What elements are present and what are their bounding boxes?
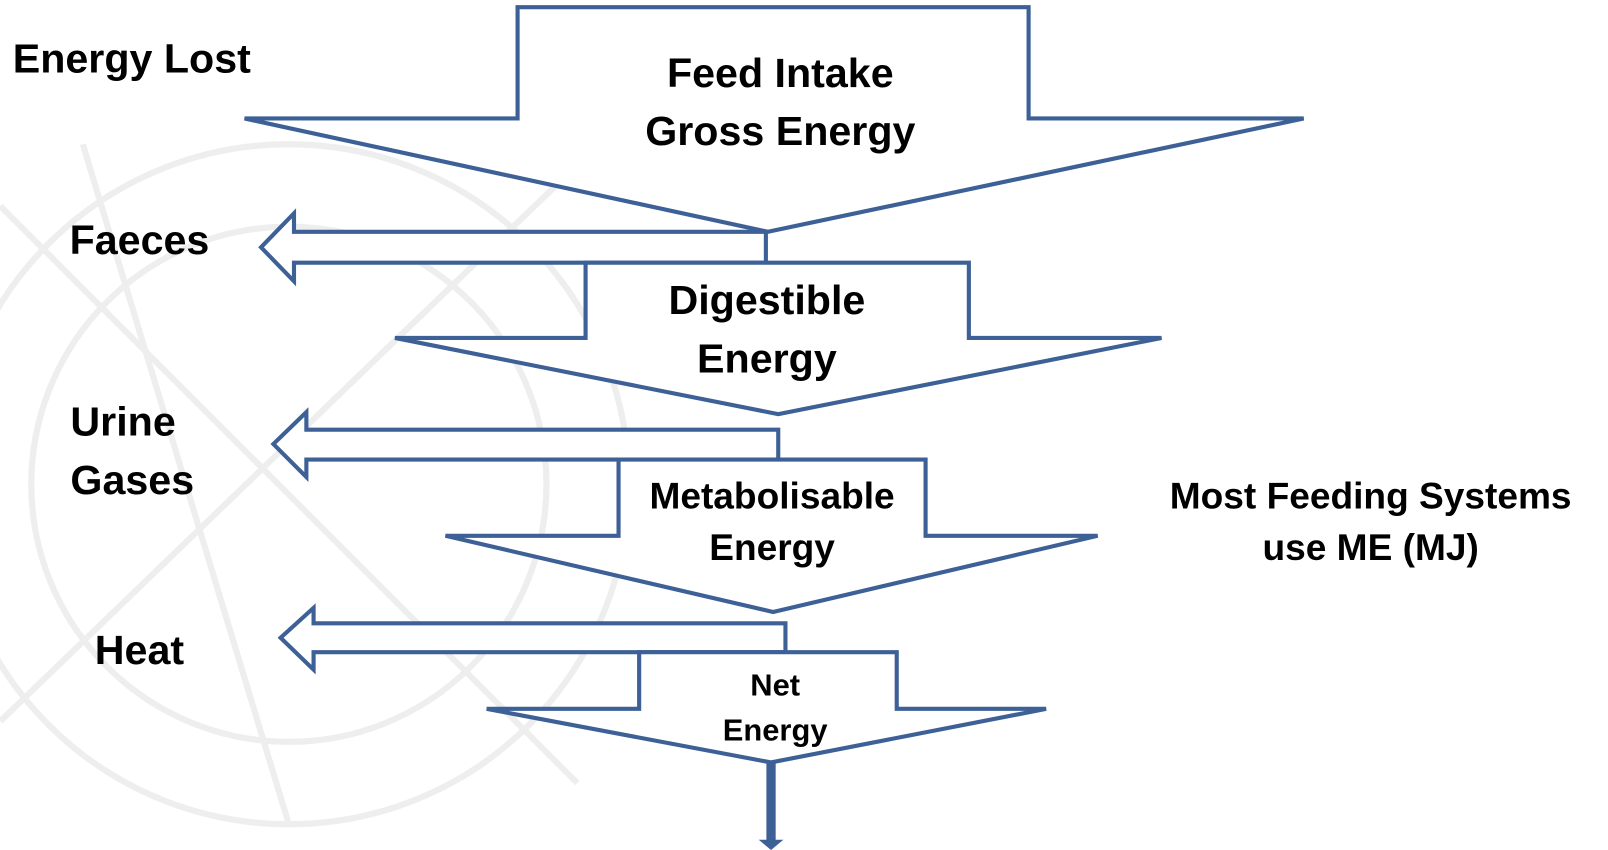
stage-arrow [486,650,1047,765]
loss-label: Urine [70,398,175,444]
stage-label: Energy [723,713,829,748]
stage-label: Digestible [668,277,865,323]
stage-label: Gross Energy [645,108,915,154]
loss-label: Faeces [70,217,210,263]
stage-arrow [394,260,1162,417]
flow-arrows [244,5,1305,850]
note: use ME (MJ) [1263,526,1479,568]
stage-arrow [244,5,1305,234]
stage-label: Energy [697,336,837,382]
stage-label: Metabolisable [649,474,894,516]
loss-label: Heat [95,627,185,673]
title: Energy Lost [13,36,251,82]
stage-arrow [444,457,1099,615]
stage-label: Net [750,667,800,702]
stage-label: Feed Intake [667,50,894,96]
loss-label: Gases [70,457,194,503]
note: Most Feeding Systems [1170,474,1572,516]
output-head [758,839,784,850]
stage-label: Energy [709,526,835,568]
